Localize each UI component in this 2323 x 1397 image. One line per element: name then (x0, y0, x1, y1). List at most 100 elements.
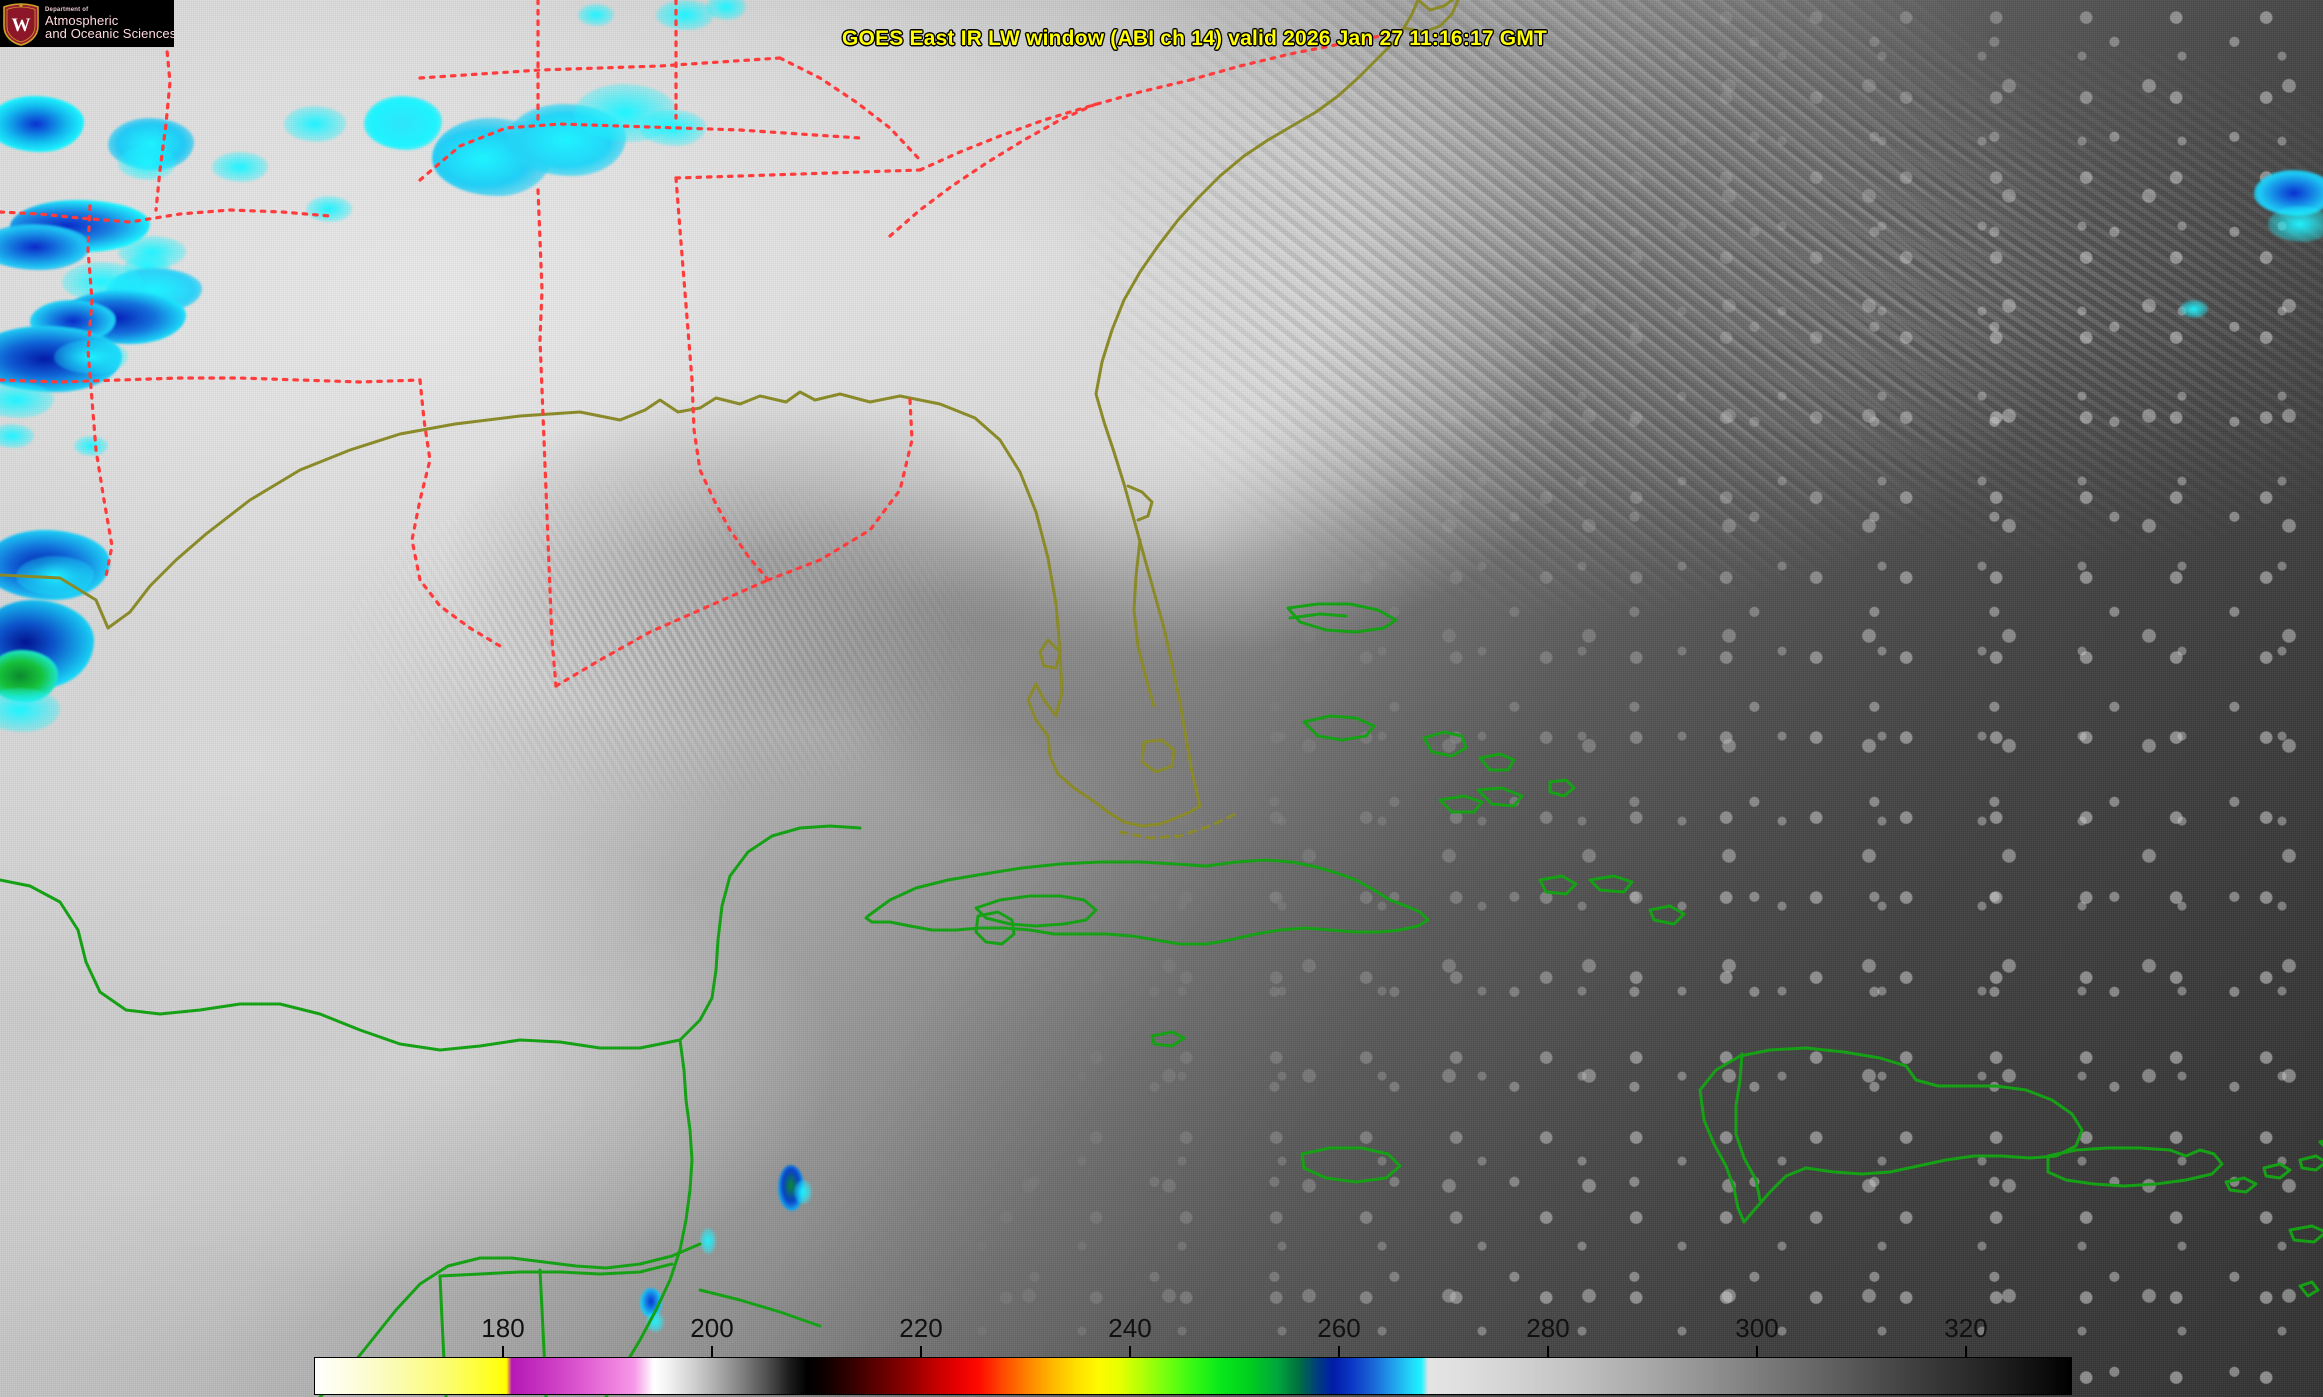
colorbar-tick (1129, 1346, 1131, 1357)
central-america-coastline (318, 1242, 702, 1397)
yucatan-south-coastline (604, 1038, 694, 1397)
state-border-ms-al (536, 188, 558, 688)
isla-juventud (974, 910, 1016, 946)
turks-caicos (1648, 904, 1686, 926)
cape-canaveral (1126, 484, 1154, 522)
colorbar-tick-label: 240 (1108, 1313, 1152, 1343)
cold-cloud-top-blob (794, 1180, 812, 1204)
cold-cloud-top-blob (306, 196, 352, 222)
lesser-antilles-1 (2298, 1280, 2320, 1298)
cold-cloud-top-blob (0, 688, 60, 732)
colorbar-tick-label: 200 (690, 1313, 734, 1343)
cold-cloud-top-blob (0, 424, 34, 448)
virgin-islands-2 (2262, 1162, 2292, 1180)
cold-cloud-top-blob (640, 110, 706, 146)
colorbar-gradient (314, 1357, 2072, 1395)
cold-cloud-top-blob (646, 1312, 664, 1332)
colorbar-tick (1756, 1346, 1758, 1357)
jamaica-coastline (1300, 1146, 1402, 1184)
logo-name-line-2: and Oceanic Sciences (45, 26, 174, 41)
cold-cloud-top-blob (706, 0, 746, 20)
state-border-al-ga (674, 176, 770, 582)
cold-cloud-top-blob (364, 96, 442, 150)
colorbar-tick (920, 1346, 922, 1357)
cold-cloud-top-blob (578, 4, 614, 26)
colorbar-tick (1547, 1346, 1549, 1357)
uw-aos-logo: W Department of Atmospheric and Oceanic … (0, 0, 174, 47)
florida-keys-dashes (1118, 810, 1242, 840)
cold-cloud-top-blob (2268, 206, 2323, 242)
cuba-coastline (864, 858, 1430, 946)
logo-text-block: Department of Atmospheric and Oceanic Sc… (45, 7, 174, 40)
us-coastline-group (0, 0, 1460, 840)
logo-name-line-1: Atmospheric (45, 13, 119, 28)
state-border-la-ms (410, 378, 502, 648)
cold-cloud-top-blob (118, 146, 176, 180)
svg-text:W: W (12, 15, 31, 36)
honduras-border (698, 1288, 822, 1328)
bahamas-long-island (1476, 786, 1524, 808)
colorbar-tick (1965, 1346, 1967, 1357)
southeast-atlantic-coastline (1242, 0, 1420, 158)
bahamas-abaco (1302, 714, 1376, 742)
colorbar-tick-label: 220 (899, 1313, 943, 1343)
state-border-tx-la (86, 204, 114, 578)
outer-banks-coastline (1402, 0, 1460, 34)
bahamas-mayaguana (1588, 874, 1634, 894)
colorbar-tick (711, 1346, 713, 1357)
cold-cloud-top-blob (700, 1228, 716, 1254)
temperature-colorbar: 180 200 220 240 260 280 300 320 (314, 1313, 2072, 1395)
us-state-border-group (0, 0, 1392, 688)
product-title: GOES East IR LW window (ABI ch 14) valid… (842, 27, 1548, 50)
colorbar-tick-label: 300 (1735, 1313, 1779, 1343)
bahamas-san-salvador (1548, 778, 1576, 798)
florida-west-coastline (898, 394, 1126, 824)
haiti-dr-border (1734, 1052, 1762, 1202)
cold-cloud-top-blob (0, 224, 90, 270)
state-border-nc-va (1188, 32, 1392, 82)
cold-cloud-top-blob (74, 436, 108, 456)
tampa-bay (1038, 638, 1062, 670)
state-border-ar-ms-tn (418, 122, 862, 182)
bahamas-andros (1286, 602, 1398, 634)
bahamas-grand-bahama (1288, 612, 1348, 620)
cold-cloud-top-blob (0, 96, 84, 152)
virgin-islands-1 (2298, 1154, 2323, 1172)
colorbar-tick-label: 320 (1944, 1313, 1988, 1343)
chesapeake-coastline (1416, 0, 1454, 12)
cold-cloud-top-blob (656, 0, 714, 30)
state-border-sc-nc (918, 78, 1192, 172)
logo-department-line: Department of (45, 7, 89, 13)
colorbar-tick-label: 280 (1526, 1313, 1570, 1343)
gulf-coastline (0, 390, 902, 630)
hispaniola-coastline (1698, 1046, 2084, 1224)
bahamas-eleuthera (1422, 730, 1468, 758)
state-border-tn-nc-mt (778, 56, 922, 162)
cold-cloud-top-blob (2180, 300, 2208, 318)
colorbar-tick-label: 260 (1317, 1313, 1361, 1343)
state-border-ar-la (0, 376, 422, 384)
mexico-guatemala-border (438, 1262, 674, 1278)
state-border-tn-ky (418, 56, 782, 80)
state-border-fl-al (554, 578, 770, 688)
florida-keys-coastline (1122, 804, 1202, 828)
colorbar-tick-label: 180 (481, 1313, 525, 1343)
state-border-fl-ga (766, 398, 914, 582)
mexico-yucatan-coastline (0, 824, 862, 1052)
state-border-tn-ga-nc (674, 168, 922, 180)
colorbar-tick (1338, 1346, 1340, 1357)
cayman-islands (1150, 1030, 1186, 1048)
cold-cloud-top-blob (212, 152, 268, 182)
florida-east-coastline (1094, 154, 1246, 808)
state-border-tx-ok-line (0, 208, 332, 224)
colorbar-tick (502, 1346, 504, 1357)
uw-crest-icon: W (1, 2, 41, 46)
